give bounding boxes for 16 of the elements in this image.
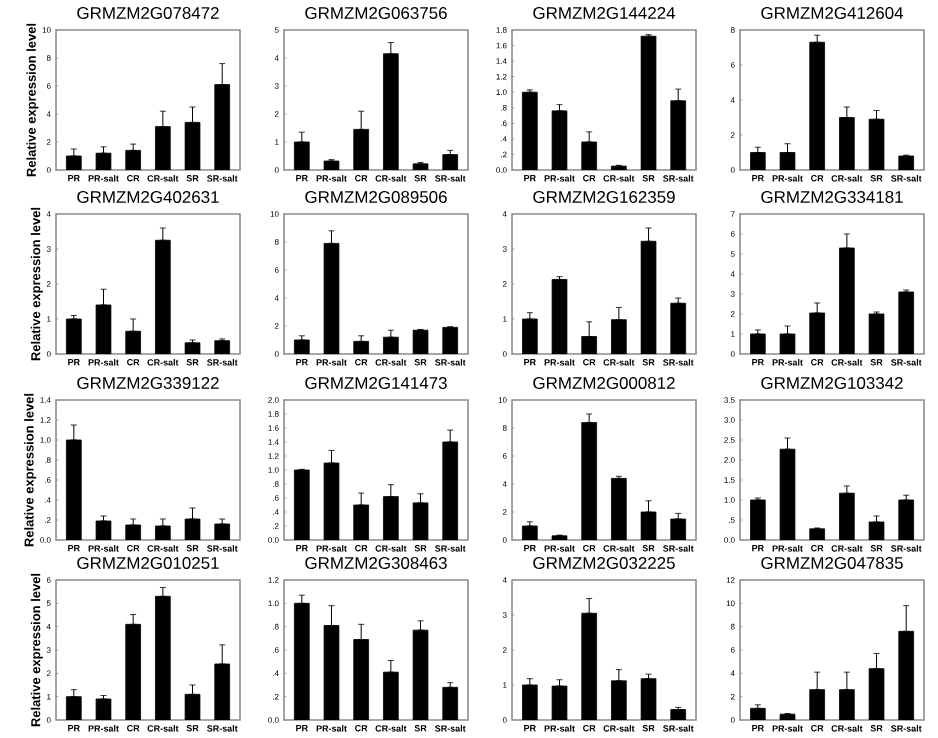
chart-title: GRMZM2G010251 <box>77 557 219 569</box>
chart-title: GRMZM2G089506 <box>305 191 447 203</box>
chart-title: GRMZM2G032225 <box>533 557 675 569</box>
chart-title: GRMZM2G063756 <box>305 7 447 19</box>
chart-title: GRMZM2G141473 <box>305 377 447 389</box>
chart-title: GRMZM2G047835 <box>761 557 903 569</box>
chart-title: GRMZM2G078472 <box>77 7 219 19</box>
chart-title: GRMZM2G412604 <box>761 7 904 19</box>
chart-title: GRMZM2G339122 <box>77 377 219 389</box>
chart-title: GRMZM2G334181 <box>761 191 903 203</box>
chart-title: GRMZM2G144224 <box>533 7 676 19</box>
chart-title: GRMZM2G308463 <box>305 557 447 569</box>
chart-title: GRMZM2G103342 <box>761 377 903 389</box>
chart-title: GRMZM2G402631 <box>77 191 219 203</box>
chart-title: GRMZM2G162359 <box>533 191 675 203</box>
chart-title: GRMZM2G000812 <box>533 377 675 389</box>
